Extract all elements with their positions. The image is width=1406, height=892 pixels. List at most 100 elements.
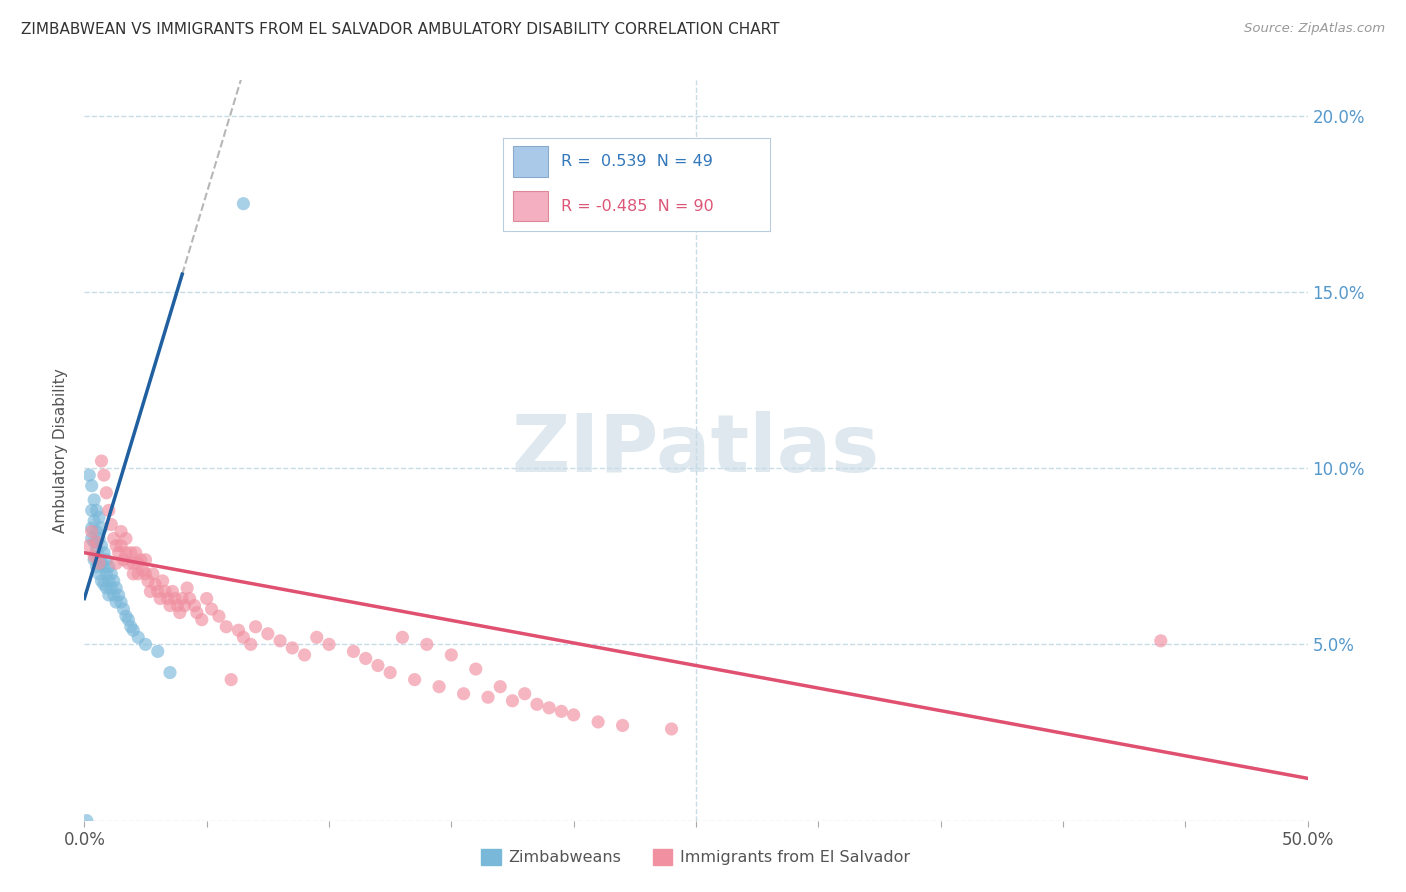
Point (1150, 633, 1173, 648)
Point (90, 454, 112, 468)
Point (122, 566, 145, 581)
Point (354, 651, 377, 665)
Point (586, 714, 609, 729)
Point (96, 581, 118, 595)
Point (115, 546, 138, 560)
Point (166, 599, 188, 613)
Point (112, 602, 135, 616)
Point (107, 546, 129, 560)
Point (76, 814, 98, 828)
FancyBboxPatch shape (513, 146, 548, 177)
Point (103, 588, 125, 602)
Point (117, 613, 139, 627)
Point (110, 595, 132, 609)
Point (86, 524, 108, 539)
Point (391, 630, 413, 644)
Point (105, 556, 128, 570)
Point (100, 517, 122, 532)
Point (489, 680, 512, 694)
Point (179, 591, 201, 606)
Text: ZIMBABWEAN VS IMMIGRANTS FROM EL SALVADOR AMBULATORY DISABILITY CORRELATION CHAR: ZIMBABWEAN VS IMMIGRANTS FROM EL SALVADO… (21, 22, 779, 37)
Point (110, 539, 132, 553)
Point (83, 549, 105, 564)
Point (661, 722, 683, 736)
Point (93, 559, 115, 574)
Point (281, 640, 304, 655)
Point (80, 503, 103, 517)
Point (87, 556, 110, 570)
Point (135, 553, 157, 567)
Point (93, 546, 115, 560)
Point (183, 599, 205, 613)
Point (80, 521, 103, 535)
Point (176, 581, 198, 595)
Point (83, 553, 105, 567)
Point (125, 546, 148, 560)
Point (215, 620, 238, 634)
Point (86, 503, 108, 517)
Y-axis label: Ambulatory Disability: Ambulatory Disability (53, 368, 69, 533)
Text: R =  0.539  N = 49: R = 0.539 N = 49 (561, 154, 713, 169)
Point (143, 577, 166, 591)
Point (146, 584, 169, 599)
Point (208, 609, 231, 624)
Point (97, 503, 120, 517)
Point (103, 574, 125, 588)
Point (107, 588, 129, 602)
Point (162, 584, 184, 599)
Point (159, 665, 181, 680)
Point (136, 574, 159, 588)
Point (156, 591, 179, 606)
Point (257, 627, 280, 641)
Point (163, 591, 186, 606)
Point (96, 485, 118, 500)
Point (105, 595, 128, 609)
Point (135, 637, 157, 651)
Legend: Zimbabweans, Immigrants from El Salvador: Zimbabweans, Immigrants from El Salvador (475, 843, 917, 871)
Point (232, 196, 254, 211)
Point (117, 556, 139, 570)
Point (120, 546, 142, 560)
Point (526, 698, 548, 712)
FancyBboxPatch shape (513, 191, 548, 221)
Point (427, 680, 450, 694)
Point (173, 599, 195, 613)
Point (87, 566, 110, 581)
Point (232, 630, 254, 644)
Point (318, 637, 340, 651)
Point (153, 584, 176, 599)
Point (477, 690, 499, 705)
Point (110, 524, 132, 539)
Point (87, 510, 110, 524)
Point (129, 553, 152, 567)
Point (146, 644, 169, 658)
Point (90, 574, 112, 588)
Point (105, 539, 128, 553)
Point (149, 591, 172, 606)
Text: ZIPatlas: ZIPatlas (512, 411, 880, 490)
Point (169, 606, 191, 620)
Point (127, 556, 149, 570)
Point (86, 559, 108, 574)
Point (305, 630, 328, 644)
Point (367, 658, 389, 673)
Point (538, 701, 561, 715)
Point (100, 581, 122, 595)
Point (219, 673, 242, 687)
Point (464, 662, 486, 676)
Point (122, 556, 145, 570)
Point (132, 563, 155, 577)
Point (87, 549, 110, 564)
Point (120, 620, 142, 634)
Point (96, 553, 118, 567)
Point (186, 606, 208, 620)
Point (159, 599, 181, 613)
Text: Source: ZipAtlas.com: Source: ZipAtlas.com (1244, 22, 1385, 36)
Point (86, 542, 108, 557)
Point (103, 532, 125, 546)
Point (195, 591, 218, 606)
Point (453, 687, 475, 701)
Text: R = -0.485  N = 90: R = -0.485 N = 90 (561, 199, 714, 213)
Point (90, 556, 112, 570)
Point (135, 566, 157, 581)
